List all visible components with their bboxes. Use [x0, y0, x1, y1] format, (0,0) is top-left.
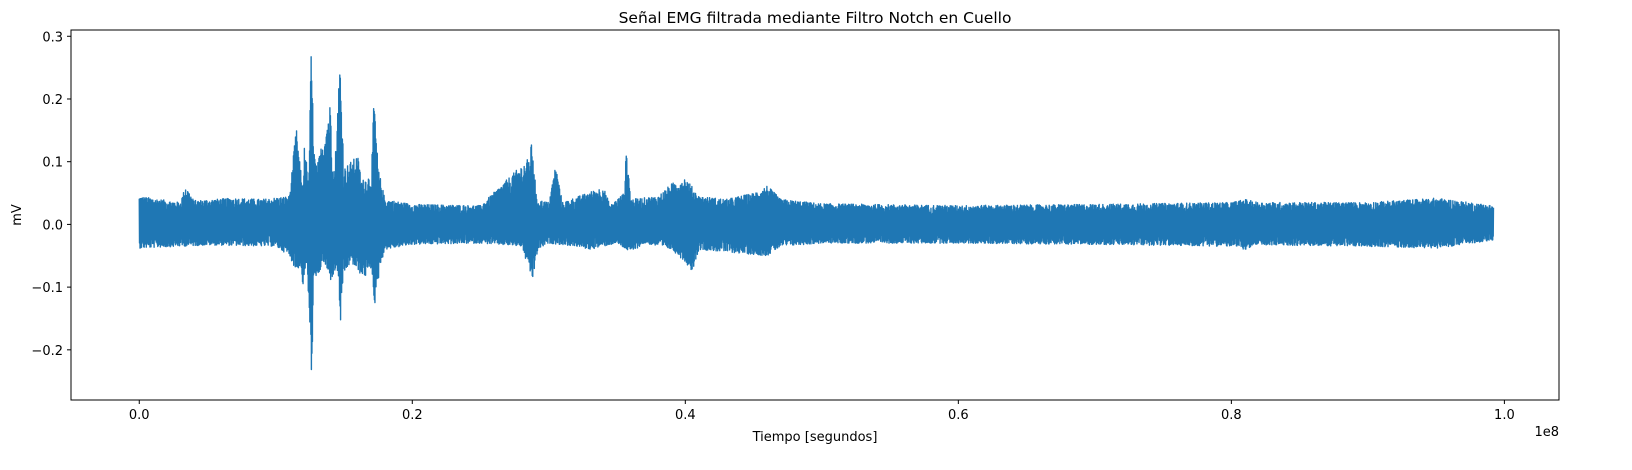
x-tick-label: 0.0: [129, 408, 150, 423]
y-tick-label: −0.1: [31, 281, 63, 296]
x-axis-label: Tiempo [segundos]: [752, 430, 878, 445]
signal-layer: [138, 56, 1495, 371]
y-tick-label: 0.3: [42, 30, 63, 45]
y-axis: −0.2 −0.1 0.0 0.1 0.2 0.3: [31, 30, 71, 359]
chart-title: Señal EMG filtrada mediante Filtro Notch…: [619, 9, 1012, 27]
x-tick-label: 0.6: [948, 408, 969, 423]
x-tick-label: 1.0: [1494, 408, 1515, 423]
y-tick-label: 0.0: [42, 218, 63, 233]
x-tick-label: 0.4: [675, 408, 696, 423]
x-tick-label: 0.2: [402, 408, 423, 423]
y-tick-label: 0.2: [42, 93, 63, 108]
emg-signal-line: [138, 56, 1495, 371]
x-axis: 0.0 0.2 0.4 0.6 0.8 1.0: [129, 400, 1515, 423]
y-tick-label: 0.1: [42, 156, 63, 171]
plot-frame: [70, 29, 1560, 401]
x-offset-label: 1e8: [1534, 425, 1559, 440]
x-tick-label: 0.8: [1221, 408, 1242, 423]
y-tick-label: −0.2: [31, 344, 63, 359]
y-axis-label: mV: [10, 204, 25, 226]
